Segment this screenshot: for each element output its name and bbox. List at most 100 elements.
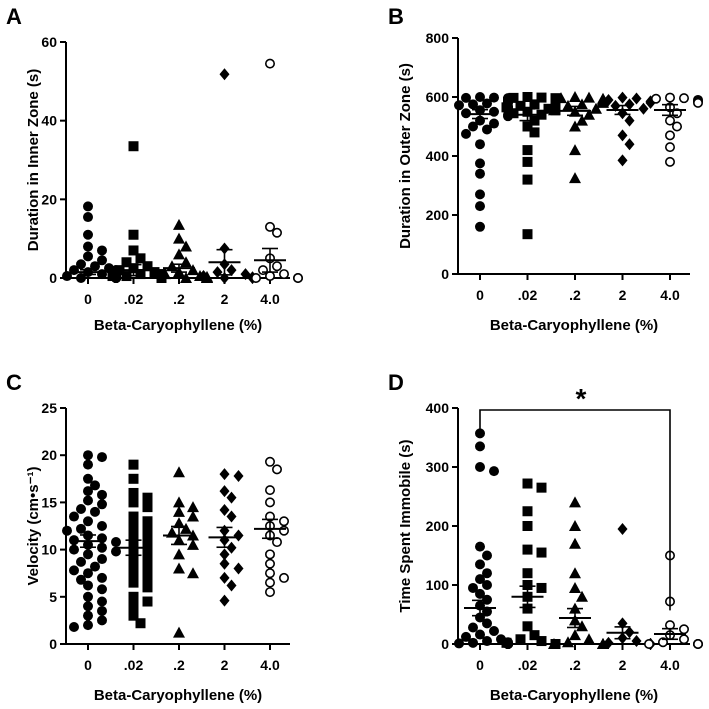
- data-point: [671, 121, 682, 132]
- y-tick-label: 800: [426, 30, 450, 46]
- data-point: [97, 596, 107, 607]
- data-point: [475, 189, 485, 200]
- data-point: [128, 521, 139, 531]
- data-point: [489, 106, 499, 117]
- panel-letter: C: [6, 370, 22, 395]
- data-point: [83, 459, 93, 470]
- data-point: [664, 115, 675, 126]
- data-point: [278, 269, 289, 280]
- data-point: [128, 577, 139, 588]
- y-axis-label: Velocity (cm•s⁻¹): [25, 466, 42, 585]
- y-tick-label: 300: [426, 459, 450, 475]
- data-point: [536, 547, 547, 558]
- data-point: [62, 271, 72, 282]
- data-point: [97, 452, 107, 463]
- data-point: [678, 93, 689, 104]
- data-point: [226, 264, 237, 277]
- data-point: [475, 462, 485, 472]
- data-point: [569, 172, 581, 184]
- data-point: [83, 212, 93, 223]
- data-point: [264, 485, 275, 496]
- data-point: [522, 174, 533, 185]
- data-point: [128, 487, 139, 498]
- data-point: [128, 591, 139, 602]
- y-tick-label: 0: [49, 270, 57, 286]
- data-point: [83, 610, 93, 621]
- y-tick-label: 25: [41, 400, 57, 416]
- x-tick-label: .02: [518, 287, 538, 303]
- data-point: [569, 581, 581, 593]
- data-point: [142, 554, 153, 565]
- data-point: [76, 574, 86, 585]
- data-point: [576, 620, 588, 632]
- data-point: [264, 577, 275, 588]
- data-point: [617, 522, 628, 535]
- data-point: [475, 158, 485, 169]
- data-point: [97, 615, 107, 626]
- data-point: [678, 624, 689, 635]
- data-point: [475, 574, 485, 585]
- x-tick-label: .2: [173, 657, 185, 673]
- data-point: [128, 141, 139, 152]
- data-point: [264, 58, 275, 69]
- data-point: [522, 92, 533, 102]
- data-point: [83, 620, 93, 631]
- x-axis-label: Beta-Caryophyllene (%): [94, 687, 262, 704]
- data-point: [603, 93, 614, 106]
- data-point: [475, 139, 485, 150]
- data-point: [664, 142, 675, 153]
- data-point: [461, 128, 471, 139]
- data-point: [69, 511, 79, 522]
- data-point: [468, 99, 478, 110]
- data-point: [522, 145, 533, 156]
- data-point: [219, 571, 230, 584]
- data-point: [219, 548, 230, 561]
- data-point: [135, 618, 146, 629]
- data-point: [128, 530, 139, 541]
- data-point: [76, 259, 86, 270]
- y-tick-label: 20: [41, 191, 57, 207]
- data-point: [173, 248, 185, 260]
- data-point: [76, 504, 86, 515]
- data-point: [569, 567, 581, 579]
- data-point: [562, 636, 574, 648]
- data-point: [264, 549, 275, 560]
- panel-b: B 0 200 400 600 800 0 .02 .2 2 4.0 Duration in Oute…: [388, 4, 703, 334]
- x-tick-label: .02: [124, 657, 144, 673]
- data-point: [173, 548, 185, 560]
- data-point: [489, 92, 499, 103]
- data-point: [180, 522, 192, 534]
- data-point: [489, 118, 499, 129]
- data-point: [97, 245, 107, 256]
- y-tick-label: 20: [41, 447, 57, 463]
- data-point: [475, 428, 485, 439]
- data-point: [597, 638, 609, 649]
- data-point: [142, 261, 153, 272]
- data-point: [159, 268, 171, 280]
- significance-bracket: [479, 409, 671, 611]
- data-point: [264, 221, 275, 232]
- data-point: [111, 546, 121, 557]
- data-point: [111, 537, 121, 548]
- data-point: [482, 580, 492, 590]
- data-point: [475, 441, 485, 452]
- data-point: [522, 621, 533, 632]
- data-point: [292, 272, 303, 283]
- data-point: [576, 590, 588, 602]
- x-tick-label: 4.0: [660, 287, 680, 303]
- x-tick-label: .2: [173, 291, 185, 307]
- data-point: [83, 229, 93, 240]
- data-point: [142, 596, 153, 607]
- data-point: [173, 626, 185, 638]
- panel-letter: B: [388, 4, 404, 29]
- y-tick-label: 0: [49, 636, 57, 652]
- data-point: [226, 491, 237, 504]
- data-point: [454, 638, 464, 649]
- data-point: [569, 629, 581, 641]
- data-point: [187, 567, 199, 579]
- data-point: [83, 201, 93, 212]
- data-point: [475, 588, 485, 599]
- panel-a: A 0 20 40 60 0 .02 .2 2 4.0 Duration in Inner Zone…: [6, 4, 303, 334]
- data-point: [257, 265, 268, 276]
- data-point: [233, 562, 244, 575]
